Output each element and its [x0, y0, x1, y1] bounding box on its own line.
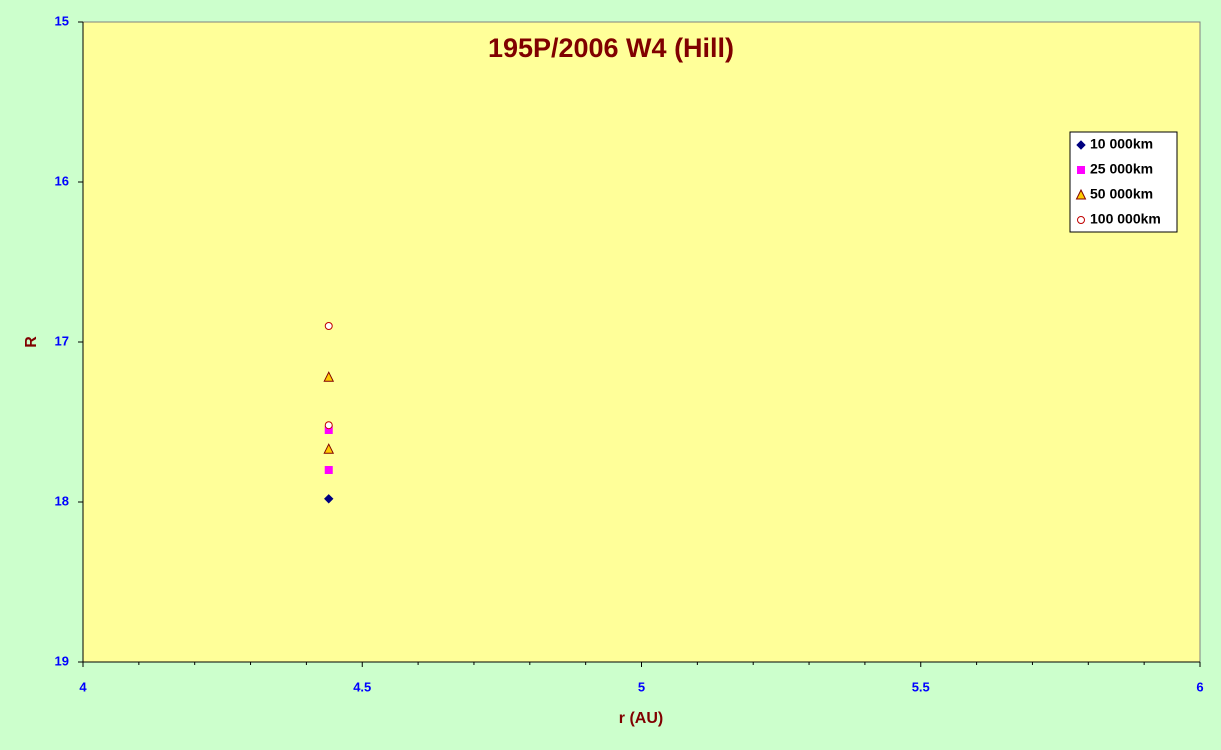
- x-tick-label: 5: [638, 679, 645, 694]
- point: [324, 494, 334, 504]
- y-tick-label: 16: [55, 173, 69, 188]
- y-tick-label: 17: [55, 333, 69, 348]
- y-tick-label: 19: [55, 653, 69, 668]
- legend-marker: [1077, 216, 1085, 224]
- y-tick-label: 18: [55, 493, 69, 508]
- x-axis-title: r (AU): [619, 710, 663, 727]
- legend-box: [1069, 131, 1178, 233]
- legend-marker: [1076, 140, 1086, 150]
- plot-area: [82, 21, 1201, 663]
- x-tick-label: 4.5: [353, 679, 371, 694]
- y-axis-title: R: [23, 336, 40, 348]
- chart-title: 195P/2006 W4 (Hill): [488, 33, 734, 63]
- point: [324, 421, 333, 430]
- point: [323, 371, 335, 382]
- legend-label: 50 000km: [1090, 186, 1153, 202]
- legend-marker: [1075, 188, 1087, 200]
- x-tick-label: 4: [79, 679, 87, 694]
- x-tick-label: 5.5: [912, 679, 930, 694]
- point: [323, 443, 335, 454]
- point: [324, 322, 333, 330]
- legend-label: 10 000km: [1090, 136, 1153, 152]
- legend-marker: [1077, 166, 1085, 174]
- legend: 10 000km 25 000km 50 000km 100 000km: [1069, 131, 1178, 233]
- legend-label: 100 000km: [1090, 211, 1161, 227]
- legend-label: 25 000km: [1090, 161, 1153, 177]
- point: [324, 466, 333, 474]
- x-tick-label: 6: [1196, 679, 1203, 694]
- y-tick-label: 15: [55, 13, 69, 28]
